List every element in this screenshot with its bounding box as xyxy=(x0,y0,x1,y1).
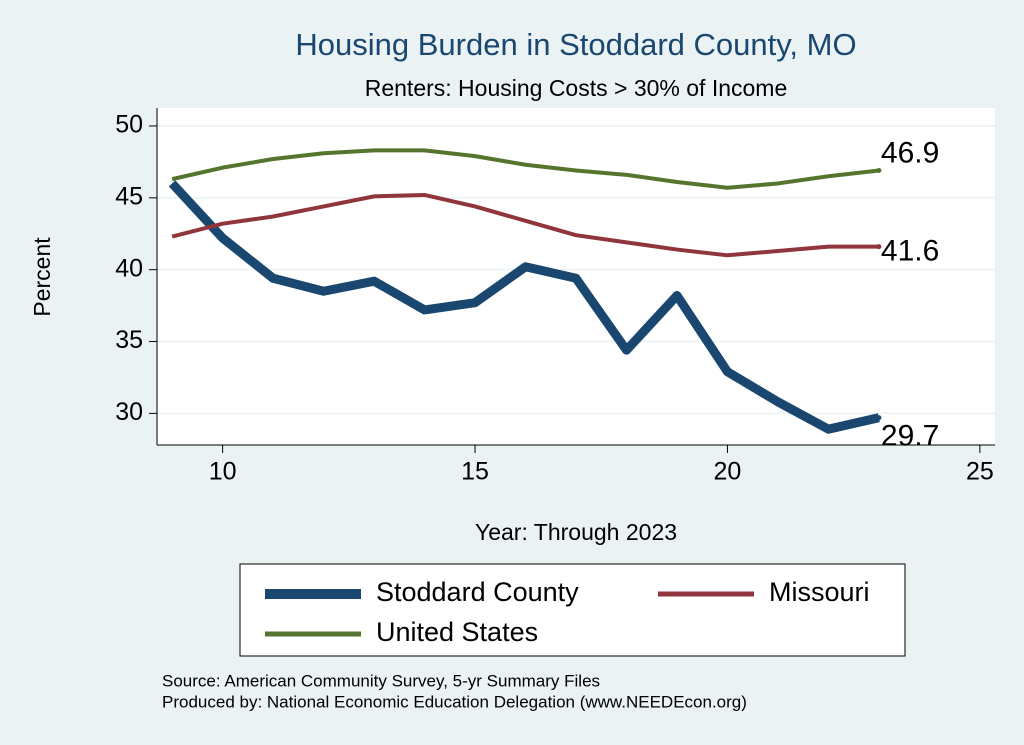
y-axis-label: Percent xyxy=(29,237,55,317)
x-tick-label: 25 xyxy=(966,458,994,486)
end-marker xyxy=(876,168,882,174)
y-tick-label: 35 xyxy=(115,326,143,354)
x-tick-label: 20 xyxy=(714,458,742,486)
end-marker xyxy=(876,244,882,250)
y-tick-label: 45 xyxy=(115,182,143,210)
source-note: Source: American Community Survey, 5-yr … xyxy=(162,671,600,690)
x-tick-label: 15 xyxy=(461,458,489,486)
y-tick-label: 40 xyxy=(115,254,143,282)
chart-subtitle: Renters: Housing Costs > 30% of Income xyxy=(365,75,788,101)
chart-title: Housing Burden in Stoddard County, MO xyxy=(295,27,856,62)
end-label: 29.7 xyxy=(881,420,939,453)
legend-label: Stoddard County xyxy=(376,577,579,607)
legend-label: United States xyxy=(376,617,538,647)
legend-label: Missouri xyxy=(769,577,870,607)
series-line xyxy=(171,192,879,258)
x-tick-label: 10 xyxy=(209,458,237,486)
end-marker xyxy=(876,415,882,421)
end-label: 41.6 xyxy=(881,235,939,268)
end-label: 46.9 xyxy=(881,136,939,169)
producer-note: Produced by: National Economic Education… xyxy=(162,692,747,711)
series-line xyxy=(168,180,880,434)
legend-box xyxy=(239,563,906,657)
y-tick-label: 50 xyxy=(115,111,143,139)
y-tick-label: 30 xyxy=(115,398,143,426)
x-axis-label: Year: Through 2023 xyxy=(475,519,677,545)
series-line xyxy=(171,148,880,190)
